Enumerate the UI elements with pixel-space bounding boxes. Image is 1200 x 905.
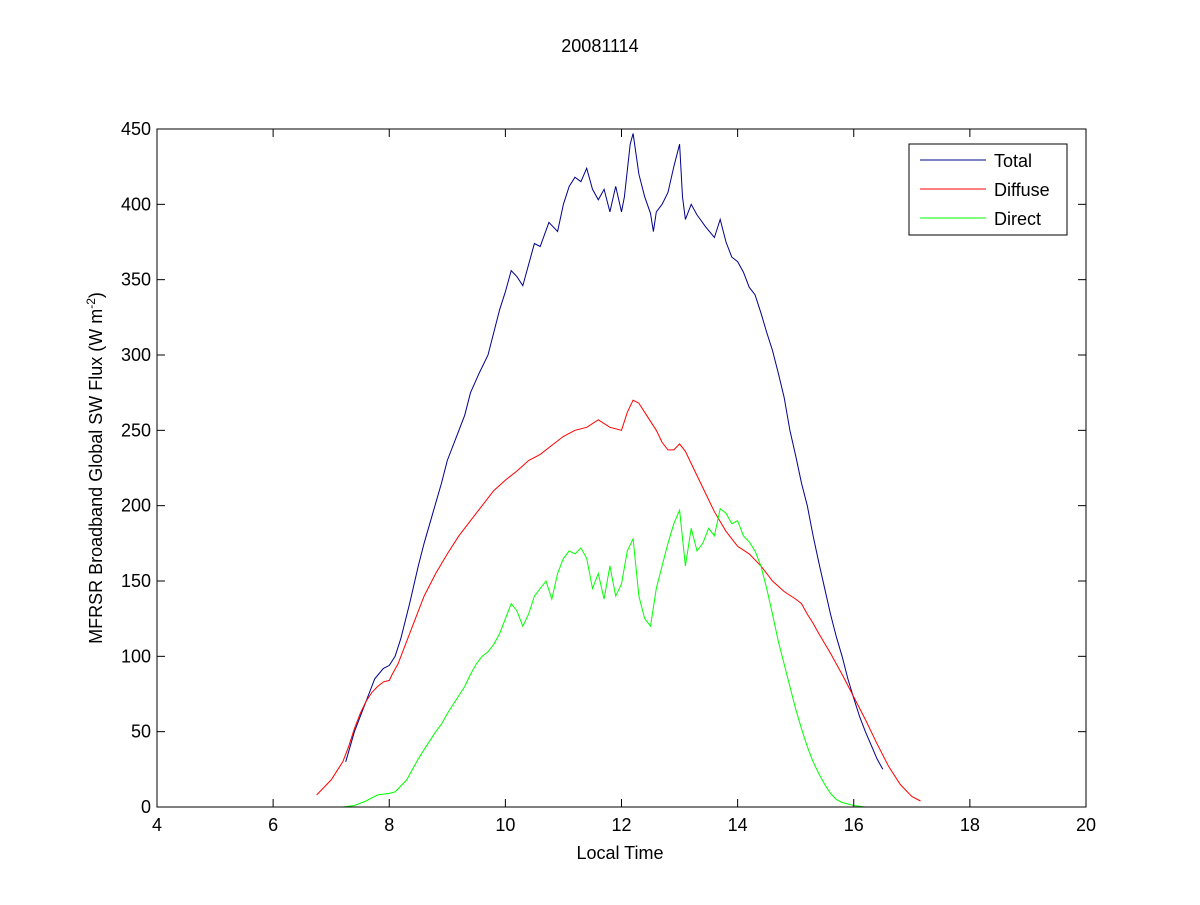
x-tick-label: 4 [152,815,162,835]
x-axis-label: Local Time [576,843,663,863]
y-axis-label-exponent: -2 [84,298,98,309]
y-tick-label: 250 [121,420,151,440]
y-tick-label: 300 [121,345,151,365]
x-tick-label: 8 [384,815,394,835]
x-tick-label: 16 [844,815,864,835]
plot-area [157,129,1086,807]
x-tick-label: 12 [611,815,631,835]
y-tick-label: 350 [121,270,151,290]
y-axis-label-text: MFRSR Broadband Global SW Flux (W m [86,309,106,644]
series-line-diffuse [316,399,921,802]
legend-label-diffuse: Diffuse [994,180,1050,200]
x-tick-label: 10 [495,815,515,835]
legend-label-direct: Direct [994,209,1041,229]
plot-frame [156,128,1087,808]
y-tick-label: 450 [121,119,151,139]
y-tick-label: 150 [121,571,151,591]
y-tick-label: 400 [121,194,151,214]
y-tick-label: 200 [121,496,151,516]
series-line-total [345,133,884,770]
tick-layer: 4 6 8 10 12 14 16 18 200501001502002503003504004… [121,119,1096,835]
chart-title: 20081114 [561,36,638,56]
series-line-direct [342,507,866,808]
legend-label-total: Total [994,151,1032,171]
y-tick-label: 0 [141,797,151,817]
series-layer [316,133,921,808]
y-tick-label: 100 [121,646,151,666]
x-tick-label: 18 [960,815,980,835]
y-axis-label: MFRSR Broadband Global SW Flux (W m-2) [84,292,106,644]
y-axis-label-close: ) [86,292,106,298]
x-tick-label: 6 [268,815,278,835]
y-tick-label: 50 [131,722,151,742]
legend: Total Diffuse Direct [908,143,1068,236]
x-tick-label: 14 [728,815,748,835]
x-tick-label: 20 [1076,815,1096,835]
